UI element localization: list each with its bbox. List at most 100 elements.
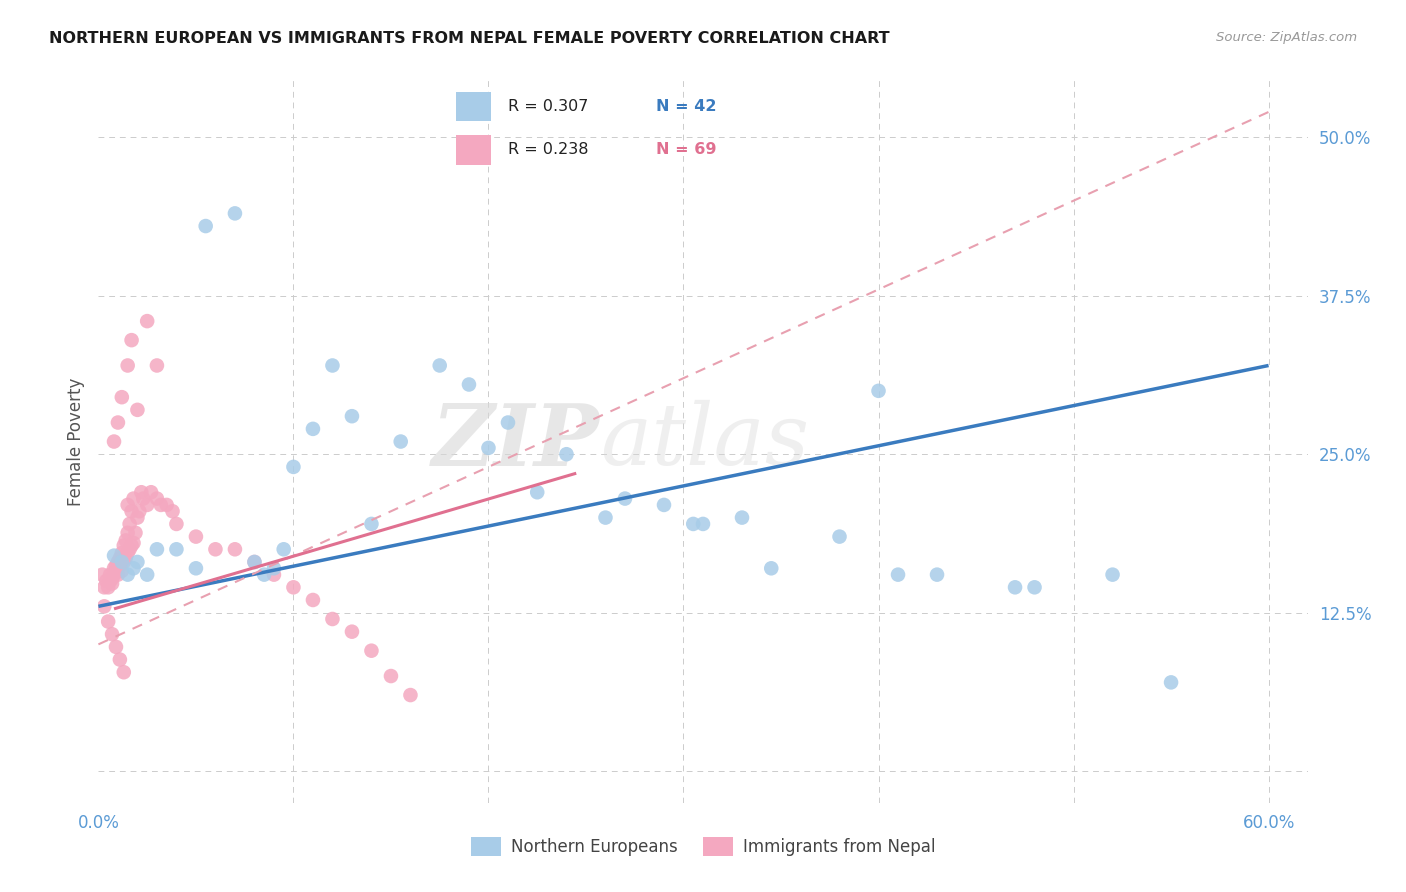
Point bbox=[122, 491, 145, 506]
FancyBboxPatch shape bbox=[456, 136, 492, 165]
Point bbox=[149, 498, 172, 512]
Point bbox=[263, 561, 285, 575]
Point bbox=[127, 402, 149, 417]
Point bbox=[1004, 580, 1026, 594]
Point bbox=[139, 485, 162, 500]
Point bbox=[93, 580, 115, 594]
Point bbox=[97, 580, 120, 594]
Point bbox=[652, 498, 675, 512]
Point bbox=[162, 504, 184, 518]
Point bbox=[104, 558, 127, 573]
Point bbox=[98, 574, 121, 588]
Point bbox=[146, 491, 169, 506]
Point bbox=[761, 561, 783, 575]
Point bbox=[103, 561, 125, 575]
Legend: Northern Europeans, Immigrants from Nepal: Northern Europeans, Immigrants from Nepa… bbox=[464, 830, 942, 863]
Point bbox=[321, 612, 343, 626]
Point bbox=[243, 555, 266, 569]
Point bbox=[204, 542, 226, 557]
Point bbox=[273, 542, 295, 557]
Point bbox=[128, 504, 150, 518]
Point bbox=[131, 485, 153, 500]
Point bbox=[127, 555, 149, 569]
Point bbox=[224, 206, 246, 220]
Text: NORTHERN EUROPEAN VS IMMIGRANTS FROM NEPAL FEMALE POVERTY CORRELATION CHART: NORTHERN EUROPEAN VS IMMIGRANTS FROM NEP… bbox=[49, 31, 890, 46]
Point bbox=[184, 530, 207, 544]
Point bbox=[380, 669, 402, 683]
Point bbox=[132, 491, 155, 506]
Point bbox=[114, 533, 136, 548]
Point bbox=[103, 434, 125, 449]
Point bbox=[104, 564, 127, 578]
Point bbox=[399, 688, 422, 702]
Point bbox=[118, 542, 141, 557]
Point bbox=[117, 525, 139, 540]
Point bbox=[101, 627, 124, 641]
Point bbox=[828, 530, 851, 544]
Point bbox=[302, 422, 325, 436]
Point bbox=[692, 516, 714, 531]
Point bbox=[165, 516, 187, 531]
Point bbox=[146, 542, 169, 557]
Point bbox=[731, 510, 754, 524]
Point bbox=[165, 542, 187, 557]
Point bbox=[121, 539, 143, 553]
Point bbox=[111, 390, 134, 404]
Point bbox=[321, 359, 343, 373]
Point bbox=[111, 546, 134, 560]
Point bbox=[263, 567, 285, 582]
Point bbox=[101, 571, 124, 585]
Point bbox=[682, 516, 704, 531]
Point bbox=[1024, 580, 1046, 594]
Point bbox=[127, 510, 149, 524]
Point bbox=[117, 546, 139, 560]
Point bbox=[136, 314, 159, 328]
Point bbox=[253, 567, 276, 582]
Point bbox=[156, 498, 179, 512]
Point bbox=[887, 567, 910, 582]
Point bbox=[1160, 675, 1182, 690]
Point bbox=[122, 561, 145, 575]
Point bbox=[283, 580, 305, 594]
Point bbox=[194, 219, 217, 233]
Point bbox=[93, 599, 115, 614]
Point bbox=[555, 447, 578, 461]
Point bbox=[283, 459, 305, 474]
Text: ZIP: ZIP bbox=[433, 400, 600, 483]
Point bbox=[121, 504, 143, 518]
Point bbox=[97, 615, 120, 629]
Point bbox=[925, 567, 948, 582]
Point bbox=[98, 567, 121, 582]
Point bbox=[112, 555, 135, 569]
Point bbox=[360, 643, 382, 657]
Point bbox=[117, 359, 139, 373]
Point bbox=[340, 624, 363, 639]
Point bbox=[104, 640, 127, 654]
Point bbox=[114, 551, 136, 566]
Point bbox=[302, 593, 325, 607]
Point bbox=[108, 652, 131, 666]
Point bbox=[124, 525, 146, 540]
Point bbox=[107, 416, 129, 430]
Point bbox=[96, 574, 118, 588]
Text: N = 42: N = 42 bbox=[657, 99, 717, 114]
Point bbox=[360, 516, 382, 531]
Point bbox=[477, 441, 499, 455]
Point bbox=[224, 542, 246, 557]
Point bbox=[184, 561, 207, 575]
Point bbox=[117, 567, 139, 582]
Point bbox=[526, 485, 548, 500]
Point bbox=[136, 498, 159, 512]
Point bbox=[340, 409, 363, 424]
Text: atlas: atlas bbox=[600, 401, 810, 483]
Point bbox=[101, 576, 124, 591]
Text: R = 0.307: R = 0.307 bbox=[508, 99, 588, 114]
Point bbox=[429, 359, 451, 373]
Point bbox=[118, 516, 141, 531]
Point bbox=[107, 555, 129, 569]
Y-axis label: Female Poverty: Female Poverty bbox=[66, 377, 84, 506]
Point bbox=[614, 491, 637, 506]
FancyBboxPatch shape bbox=[456, 92, 492, 121]
Point bbox=[121, 333, 143, 347]
Point bbox=[1101, 567, 1123, 582]
